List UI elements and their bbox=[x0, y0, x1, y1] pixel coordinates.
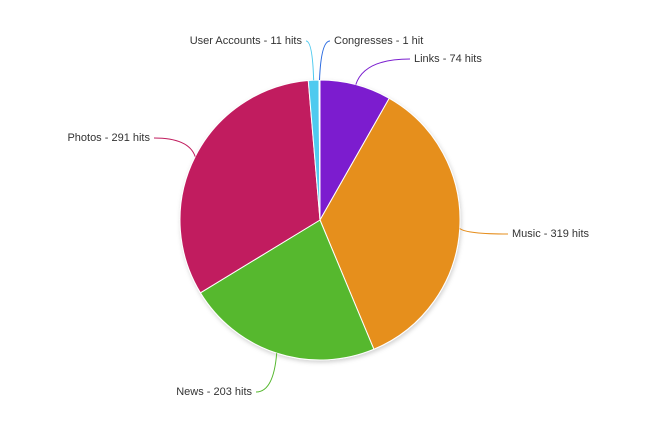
labels: Links - 74 hits Music - 319 hits News - 20… bbox=[67, 35, 589, 398]
data-label: News - 203 hits bbox=[176, 386, 252, 398]
leader-line bbox=[355, 58, 411, 85]
pie bbox=[179, 79, 461, 361]
leader-line bbox=[459, 228, 509, 235]
data-label: Links - 74 hits bbox=[414, 53, 482, 65]
data-label: Photos - 291 hits bbox=[67, 132, 150, 144]
data-label: User Accounts - 11 hits bbox=[190, 35, 303, 47]
data-label: Congresses - 1 hit bbox=[334, 35, 423, 47]
pie-slice bbox=[179, 79, 321, 294]
leader-line bbox=[319, 40, 331, 81]
leader-line bbox=[153, 137, 196, 157]
leader-line bbox=[305, 40, 315, 81]
leader-line bbox=[255, 353, 278, 393]
pie-slice bbox=[199, 219, 375, 361]
data-label: Music - 319 hits bbox=[512, 228, 590, 240]
